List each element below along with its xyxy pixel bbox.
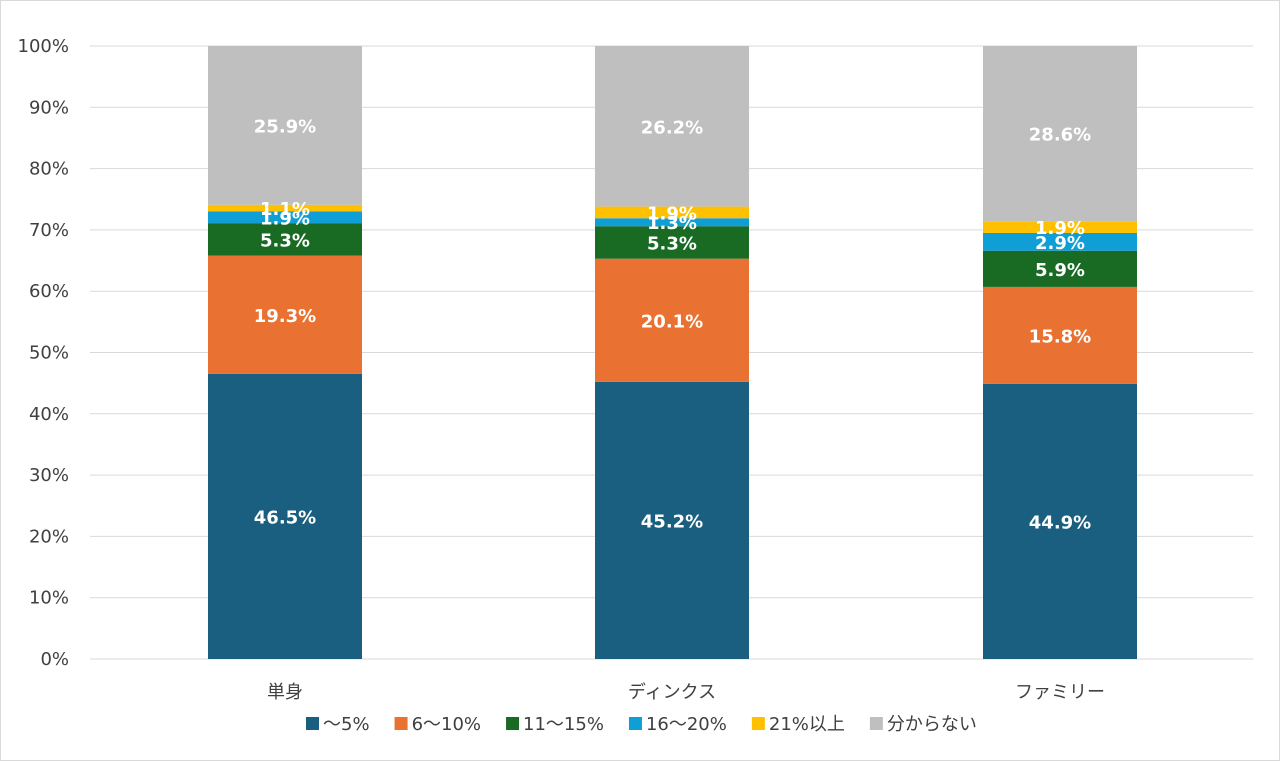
data-label: 45.2% — [641, 511, 703, 532]
legend-swatch — [506, 717, 520, 730]
y-tick-label: 60% — [29, 281, 69, 302]
y-tick-label: 50% — [29, 343, 69, 364]
data-label: 1.9% — [260, 208, 310, 229]
bar-segment — [208, 46, 362, 205]
y-tick-label: 20% — [29, 526, 69, 547]
x-category-label: ファミリー — [1015, 682, 1105, 703]
legend-label: 21%以上 — [769, 714, 845, 735]
legend-label: 16～20% — [646, 714, 727, 735]
y-tick-label: 70% — [29, 220, 69, 241]
legend-swatch — [628, 717, 642, 730]
bar-segment — [208, 373, 362, 659]
bar-segment — [208, 211, 362, 224]
data-label: 5.3% — [647, 233, 697, 254]
y-tick-label: 30% — [29, 465, 69, 486]
y-tick-label: 80% — [29, 159, 69, 180]
bar-segment — [983, 232, 1137, 251]
legend-item: 21%以上 — [751, 714, 845, 735]
x-category-label: ディンクス — [628, 682, 716, 703]
bar-segment — [983, 250, 1137, 287]
legend-item: 16～20% — [628, 714, 727, 735]
y-axis-ticks: 0% 10% 20% 30% 40% 50% 60% 70% 80% 90% 100% — [18, 36, 69, 670]
bar-segment — [595, 258, 749, 382]
legend-item: 6～10% — [394, 714, 481, 735]
bar-segment — [595, 46, 749, 207]
bar-segment — [983, 221, 1137, 233]
data-label: 1.9% — [1035, 218, 1085, 239]
x-axis-categories: 単身 ディンクス ファミリー — [267, 682, 1105, 703]
legend: ～5% 6～10% 11～15% 16～20% 21%以上 分からない — [306, 714, 977, 735]
legend-label: ～5% — [323, 714, 370, 735]
bar-segment — [595, 206, 749, 219]
bar-segment — [208, 255, 362, 374]
bar-segment — [208, 223, 362, 256]
legend-swatch — [869, 717, 883, 730]
data-label: 1.3% — [647, 213, 697, 234]
legend-item: 分からない — [869, 714, 977, 735]
y-tick-label: 100% — [18, 36, 69, 57]
bar-segment — [595, 226, 749, 259]
legend-swatch — [751, 717, 765, 730]
data-label: 20.1% — [641, 311, 703, 332]
data-label: 1.9% — [647, 203, 697, 224]
data-label: 19.3% — [254, 306, 316, 327]
legend-swatch — [306, 717, 319, 730]
data-labels: 46.5%19.3%5.3%1.9%1.1%25.9%45.2%20.1%5.3… — [254, 116, 1091, 533]
bar-segment — [983, 46, 1137, 222]
bar-segment — [983, 383, 1137, 659]
data-label: 5.3% — [260, 230, 310, 251]
legend-item: ～5% — [306, 714, 370, 735]
legend-item: 11～15% — [506, 714, 604, 735]
y-tick-label: 40% — [29, 404, 69, 425]
bars — [208, 46, 1137, 659]
bar-segment — [595, 381, 749, 659]
y-tick-label: 90% — [29, 97, 69, 118]
data-label: 1.1% — [260, 199, 310, 220]
data-label: 2.9% — [1035, 233, 1085, 254]
bar-segment — [983, 286, 1137, 384]
legend-label: 分からない — [887, 714, 977, 735]
data-label: 15.8% — [1029, 326, 1091, 347]
bar-segment — [595, 218, 749, 227]
y-tick-label: 10% — [29, 588, 69, 609]
data-label: 5.9% — [1035, 260, 1085, 281]
x-category-label: 単身 — [267, 682, 303, 703]
legend-label: 11～15% — [523, 714, 604, 735]
y-tick-label: 0% — [40, 649, 69, 670]
data-label: 44.9% — [1029, 512, 1091, 533]
data-label: 46.5% — [254, 507, 316, 528]
legend-swatch — [394, 717, 408, 730]
data-label: 26.2% — [641, 117, 703, 138]
data-label: 28.6% — [1029, 125, 1091, 146]
data-label: 25.9% — [254, 116, 316, 137]
bar-segment — [208, 204, 362, 212]
legend-label: 6～10% — [412, 714, 481, 735]
